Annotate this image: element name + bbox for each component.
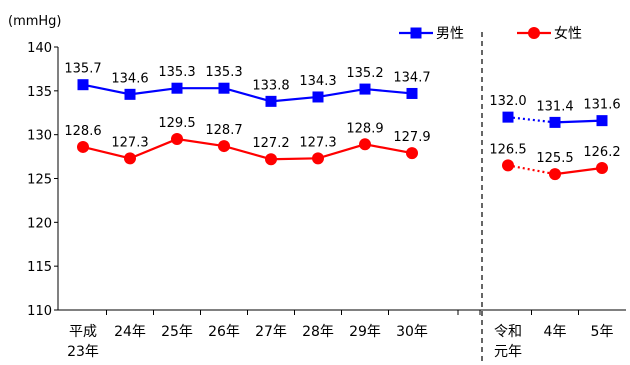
x-tick-label: 5年 [591, 324, 614, 340]
data-label: 126.5 [489, 142, 526, 157]
data-point-marker [77, 140, 89, 153]
x-tick-label: 29年 [349, 324, 381, 340]
x-tick-label: 24年 [114, 324, 146, 340]
data-label: 128.6 [64, 124, 101, 139]
series-line-transition [507, 116, 556, 124]
data-point-marker [124, 152, 136, 165]
data-label: 134.7 [393, 70, 430, 85]
data-label: 132.0 [489, 94, 526, 109]
data-label: 131.4 [536, 99, 573, 114]
x-tick-label: 4年 [544, 324, 567, 340]
data-point-marker [265, 153, 277, 166]
data-label: 126.2 [583, 145, 620, 160]
data-label: 135.3 [205, 65, 242, 80]
data-point-marker [124, 88, 136, 100]
x-tick-label: 30年 [396, 324, 428, 340]
data-label: 131.6 [583, 98, 620, 113]
data-point-marker [596, 115, 608, 127]
series-layer: 135.7 134.6 135.3 135.3 133.8 134.3 135.2 134.7… [64, 62, 621, 181]
series-female: 128.6 127.3 129.5 128.7 127.2 127.3 128.9 127.9… [64, 116, 621, 181]
series-line-transition [507, 164, 556, 176]
data-point-marker [406, 87, 418, 99]
x-tick-label: 元年 [494, 344, 522, 360]
series-line-period2 [554, 166, 603, 176]
data-point-marker [77, 79, 89, 91]
data-label: 127.3 [299, 135, 336, 150]
y-tick-label: 135 [27, 85, 52, 100]
y-tick-label: 140 [27, 41, 52, 56]
data-label: 135.2 [346, 66, 383, 81]
data-point-marker [549, 168, 561, 181]
data-point-marker [171, 133, 183, 146]
y-tick-label: 130 [27, 129, 52, 144]
data-point-marker [406, 147, 418, 160]
series-line-period1 [82, 83, 413, 103]
data-label: 134.6 [111, 71, 148, 86]
axes: 110 115 120 125 130 135 140 平成 23年 24年 25年 26年 27年 28… [27, 32, 626, 365]
x-tick-label: 28年 [302, 324, 334, 340]
x-tick-label: 25年 [161, 324, 193, 340]
legend-label: 女性 [554, 25, 582, 42]
data-point-marker [502, 159, 514, 172]
x-tick-label: 平成 [69, 324, 97, 340]
data-label: 133.8 [252, 78, 289, 93]
data-label: 134.3 [299, 74, 336, 89]
data-point-marker [596, 161, 608, 174]
data-label: 128.9 [346, 121, 383, 136]
series-male: 135.7 134.6 135.3 135.3 133.8 134.3 135.2 134.7… [64, 62, 621, 128]
x-tick-label: 27年 [255, 324, 287, 340]
data-point-marker [218, 140, 230, 153]
y-axis-label: (mmHg) [8, 14, 62, 29]
data-label: 127.9 [393, 130, 430, 145]
data-label: 129.5 [158, 116, 195, 131]
y-tick-label: 115 [27, 260, 52, 275]
y-tick-label: 125 [27, 173, 52, 188]
legend: 男性 女性 [399, 25, 582, 42]
legend-item-male: 男性 [399, 26, 464, 42]
x-tick-label: 令和 [494, 324, 522, 340]
data-label: 125.5 [536, 151, 573, 166]
legend-item-female: 女性 [517, 25, 582, 42]
x-tick-label: 26年 [208, 324, 240, 340]
data-point-marker [312, 91, 324, 103]
legend-label: 男性 [436, 26, 464, 42]
data-point-marker [549, 116, 561, 128]
data-point-marker [359, 83, 371, 95]
data-point-marker [218, 82, 230, 94]
data-label: 128.7 [205, 123, 242, 138]
data-label: 127.2 [252, 136, 289, 151]
y-tick-label: 120 [27, 216, 52, 231]
data-label: 127.3 [111, 135, 148, 150]
x-tick-label: 23年 [67, 344, 99, 360]
legend-marker [528, 27, 540, 39]
data-point-marker [265, 95, 277, 107]
series-line-period1 [82, 137, 413, 161]
data-label: 135.7 [64, 62, 101, 77]
y-tick-label: 110 [27, 304, 52, 319]
series-line-period2 [554, 119, 603, 124]
data-point-marker [502, 111, 514, 123]
data-point-marker [359, 138, 371, 151]
data-point-marker [171, 82, 183, 94]
legend-marker [410, 27, 422, 39]
data-label: 135.3 [158, 65, 195, 80]
data-point-marker [312, 152, 324, 165]
